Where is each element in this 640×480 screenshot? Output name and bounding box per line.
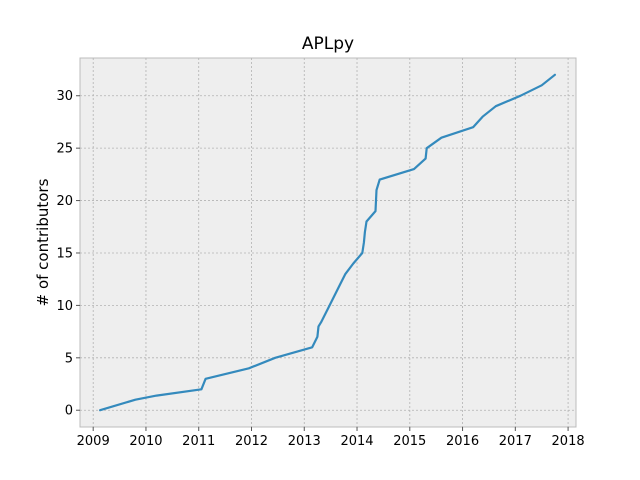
y-tick-label: 5 bbox=[65, 351, 73, 366]
plot-area bbox=[79, 57, 577, 428]
y-tick-label: 10 bbox=[56, 299, 73, 314]
y-tick-label: 20 bbox=[56, 194, 73, 209]
x-axis: 2009 2010 2011 2012 2013 2014 2015 2016 2017 2018 bbox=[77, 427, 585, 449]
chart-title: APLpy bbox=[302, 34, 354, 54]
x-tick-label: 2016 bbox=[446, 434, 479, 449]
grid bbox=[80, 58, 576, 427]
y-tick-label: 15 bbox=[56, 246, 73, 261]
series-line bbox=[98, 73, 557, 412]
y-axis: 0 5 10 15 20 25 30 bbox=[56, 89, 80, 419]
x-tick-label: 2009 bbox=[77, 434, 110, 449]
x-tick-label: 2011 bbox=[182, 434, 215, 449]
y-axis-label: # of contributors bbox=[34, 178, 52, 306]
x-tick-label: 2012 bbox=[235, 434, 268, 449]
x-tick-label: 2013 bbox=[288, 434, 321, 449]
y-tick-label: 0 bbox=[65, 404, 73, 419]
x-tick-label: 2010 bbox=[129, 434, 162, 449]
x-tick-label: 2018 bbox=[552, 434, 585, 449]
x-tick-label: 2014 bbox=[340, 434, 373, 449]
series-group bbox=[98, 73, 557, 412]
y-tick-label: 25 bbox=[56, 142, 73, 157]
x-tick-label: 2015 bbox=[393, 434, 426, 449]
y-tick-label: 30 bbox=[56, 89, 73, 104]
x-tick-label: 2017 bbox=[499, 434, 532, 449]
